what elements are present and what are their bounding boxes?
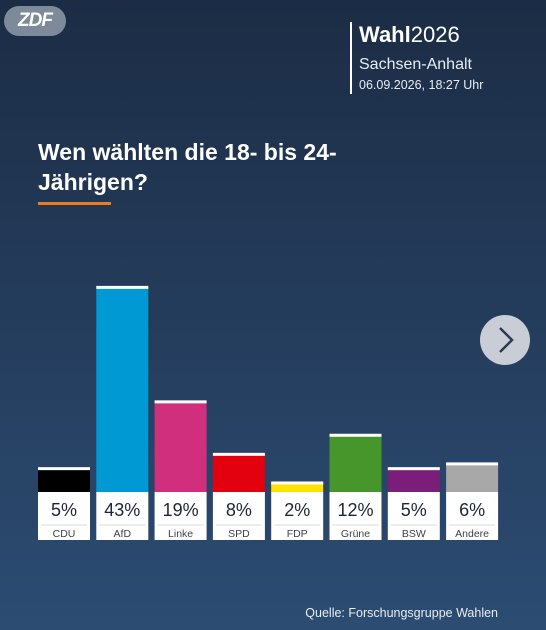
next-button[interactable]: [480, 315, 530, 365]
bar-cap: [212, 452, 265, 456]
value-label: 8%: [226, 500, 252, 520]
bar: [212, 453, 265, 492]
bar: [329, 434, 382, 492]
category-label: AfD: [114, 528, 132, 540]
value-box: [154, 492, 207, 540]
category-label: BSW: [402, 528, 426, 540]
bar: [387, 468, 440, 492]
value-label: 43%: [104, 500, 140, 520]
category-label: Andere: [455, 528, 489, 540]
category-label: Linke: [168, 528, 193, 540]
bar-cap: [446, 462, 499, 466]
bar-cap: [38, 467, 90, 471]
value-box: [446, 492, 499, 540]
chart-title: Wen wählten die 18- bis 24-Jährigen?: [38, 139, 337, 195]
timestamp: 06.09.2026, 18:27 Uhr: [359, 78, 484, 92]
category-label: Grüne: [341, 528, 370, 540]
logo: ZDF: [4, 6, 66, 36]
value-box: [96, 492, 149, 540]
next-button-bg[interactable]: [480, 315, 530, 365]
category-label: SPD: [228, 528, 250, 540]
bar: [154, 401, 207, 492]
bar-cap: [387, 467, 440, 471]
bar: [96, 286, 149, 492]
category-label: FDP: [287, 528, 308, 540]
category-label: CDU: [53, 528, 76, 540]
value-label: 5%: [401, 500, 427, 520]
bar: [271, 482, 324, 492]
value-label: 5%: [51, 500, 77, 520]
value-label: 12%: [337, 500, 373, 520]
brand-block: Wahl2026 Sachsen-Anhalt 06.09.2026, 18:2…: [350, 22, 483, 94]
value-box: [38, 492, 90, 540]
value-box: [212, 492, 265, 540]
bar-cap: [329, 433, 382, 437]
value-box: [271, 492, 324, 540]
bar-cap: [154, 400, 207, 404]
value-box: [387, 492, 440, 540]
brand: Wahl2026: [359, 22, 483, 48]
value-label: 19%: [163, 500, 199, 520]
bar: [38, 468, 90, 492]
region: Sachsen-Anhalt: [359, 56, 472, 73]
chevron[interactable]: [499, 327, 514, 353]
bar-cap: [96, 285, 149, 289]
bar-cap: [271, 481, 324, 485]
title-underline: [38, 202, 111, 205]
bar: [446, 463, 499, 492]
value-box: [329, 492, 382, 540]
source: Quelle: Forschungsgruppe Wahlen: [305, 606, 498, 620]
value-label: 6%: [459, 500, 485, 520]
value-label: 2%: [284, 500, 310, 520]
brand-bold: Wahl: [359, 22, 411, 47]
brand-year: 2026: [410, 22, 460, 47]
